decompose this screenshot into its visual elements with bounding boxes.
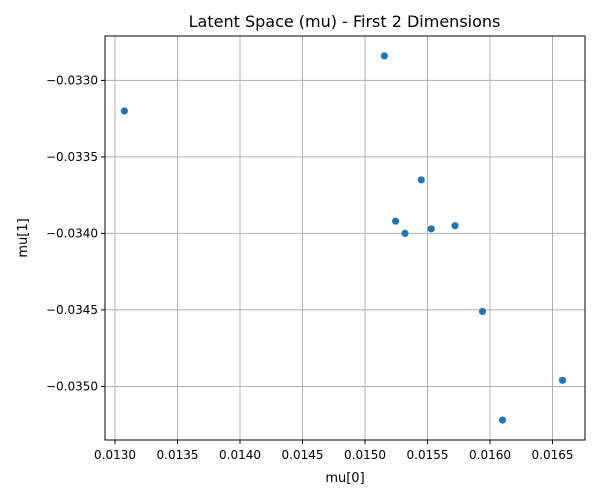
data-point [558, 376, 567, 384]
y-tick-label: −0.0330 [46, 73, 98, 87]
data-point [478, 307, 487, 316]
y-tick-label: −0.0345 [46, 303, 98, 317]
x-tick-label: 0.0155 [407, 448, 449, 462]
data-point [401, 229, 409, 238]
data-point [498, 416, 507, 424]
axis-ticks: 0.0130 0.0135 0.0140 0.0145 0.0150 0.0155 0.01… [46, 73, 574, 462]
data-point [120, 107, 128, 115]
data-point [380, 52, 388, 60]
x-tick-label: 0.0150 [344, 448, 386, 462]
x-tick-label: 0.0160 [469, 448, 511, 462]
y-tick-label: −0.0340 [46, 226, 98, 240]
x-tick-label: 0.0165 [532, 448, 574, 462]
x-tick-label: 0.0145 [282, 448, 324, 462]
y-tick-label: −0.0335 [46, 150, 98, 164]
y-tick-label: −0.0350 [46, 379, 98, 393]
data-point [451, 222, 459, 230]
data-point [427, 225, 435, 233]
chart-title: Latent Space (mu) - First 2 Dimensions [189, 12, 501, 31]
plot-frame [104, 35, 586, 441]
x-tick-label: 0.0130 [94, 448, 136, 462]
y-axis-label: mu[1] [16, 218, 31, 257]
x-axis-label: mu[0] [325, 471, 364, 486]
grid-lines [105, 36, 585, 440]
x-tick-label: 0.0140 [219, 448, 261, 462]
data-point [417, 176, 425, 184]
data-point [392, 217, 400, 225]
x-tick-label: 0.0135 [157, 448, 199, 462]
data-points [120, 52, 567, 424]
